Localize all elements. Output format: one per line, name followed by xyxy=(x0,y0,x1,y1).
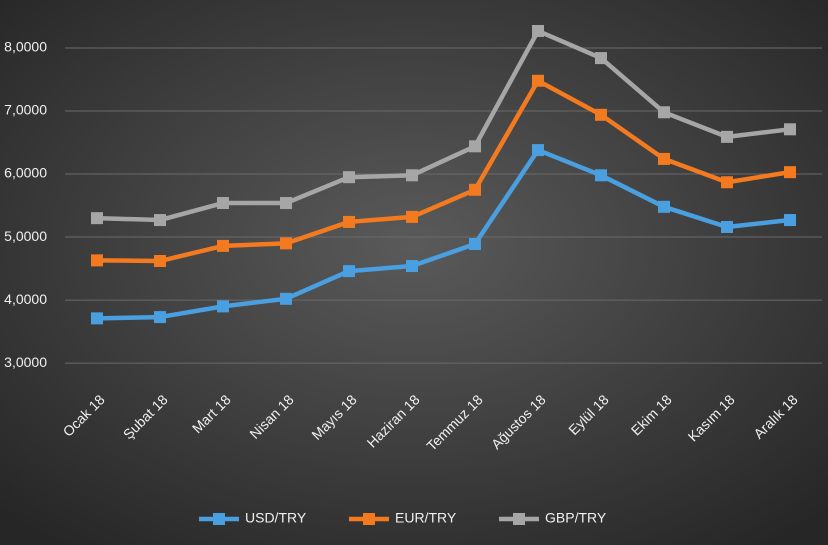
point xyxy=(721,130,733,143)
point xyxy=(217,239,229,252)
point xyxy=(469,140,481,153)
y-tick-label: 4,0000 xyxy=(4,291,47,307)
point xyxy=(658,106,670,119)
point xyxy=(154,255,166,268)
point xyxy=(280,292,292,305)
point xyxy=(595,52,607,65)
legend-label: EUR/TRY xyxy=(395,510,457,526)
point xyxy=(532,24,544,37)
point xyxy=(721,220,733,233)
y-tick-label: 7,0000 xyxy=(4,102,47,118)
point xyxy=(595,108,607,121)
point xyxy=(721,176,733,189)
legend-marker xyxy=(513,513,525,525)
point xyxy=(280,237,292,250)
legend-label: USD/TRY xyxy=(245,510,307,526)
point xyxy=(595,169,607,182)
legend-marker xyxy=(363,513,375,525)
series-line xyxy=(96,28,791,223)
point xyxy=(784,214,796,227)
point xyxy=(154,311,166,324)
point xyxy=(784,166,796,179)
point xyxy=(532,144,544,157)
point xyxy=(343,215,355,228)
point xyxy=(406,210,418,223)
point xyxy=(469,183,481,196)
y-tick-label: 3,0000 xyxy=(4,354,47,370)
point xyxy=(406,169,418,182)
y-tick-label: 8,0000 xyxy=(4,39,47,55)
point xyxy=(280,197,292,210)
point xyxy=(532,74,544,87)
legend-marker xyxy=(213,513,225,525)
legend-label: GBP/TRY xyxy=(545,510,607,526)
point xyxy=(217,197,229,210)
point xyxy=(343,265,355,278)
series-line xyxy=(96,147,791,321)
point xyxy=(91,212,103,225)
point xyxy=(658,200,670,213)
point xyxy=(91,254,103,267)
point xyxy=(154,214,166,227)
point xyxy=(406,260,418,273)
point xyxy=(658,152,670,165)
series-line xyxy=(96,78,791,264)
point xyxy=(343,171,355,184)
point xyxy=(469,237,481,250)
y-tick-label: 5,0000 xyxy=(4,228,47,244)
point xyxy=(217,300,229,313)
point xyxy=(91,312,103,325)
point xyxy=(784,123,796,136)
y-tick-label: 6,0000 xyxy=(4,165,47,181)
